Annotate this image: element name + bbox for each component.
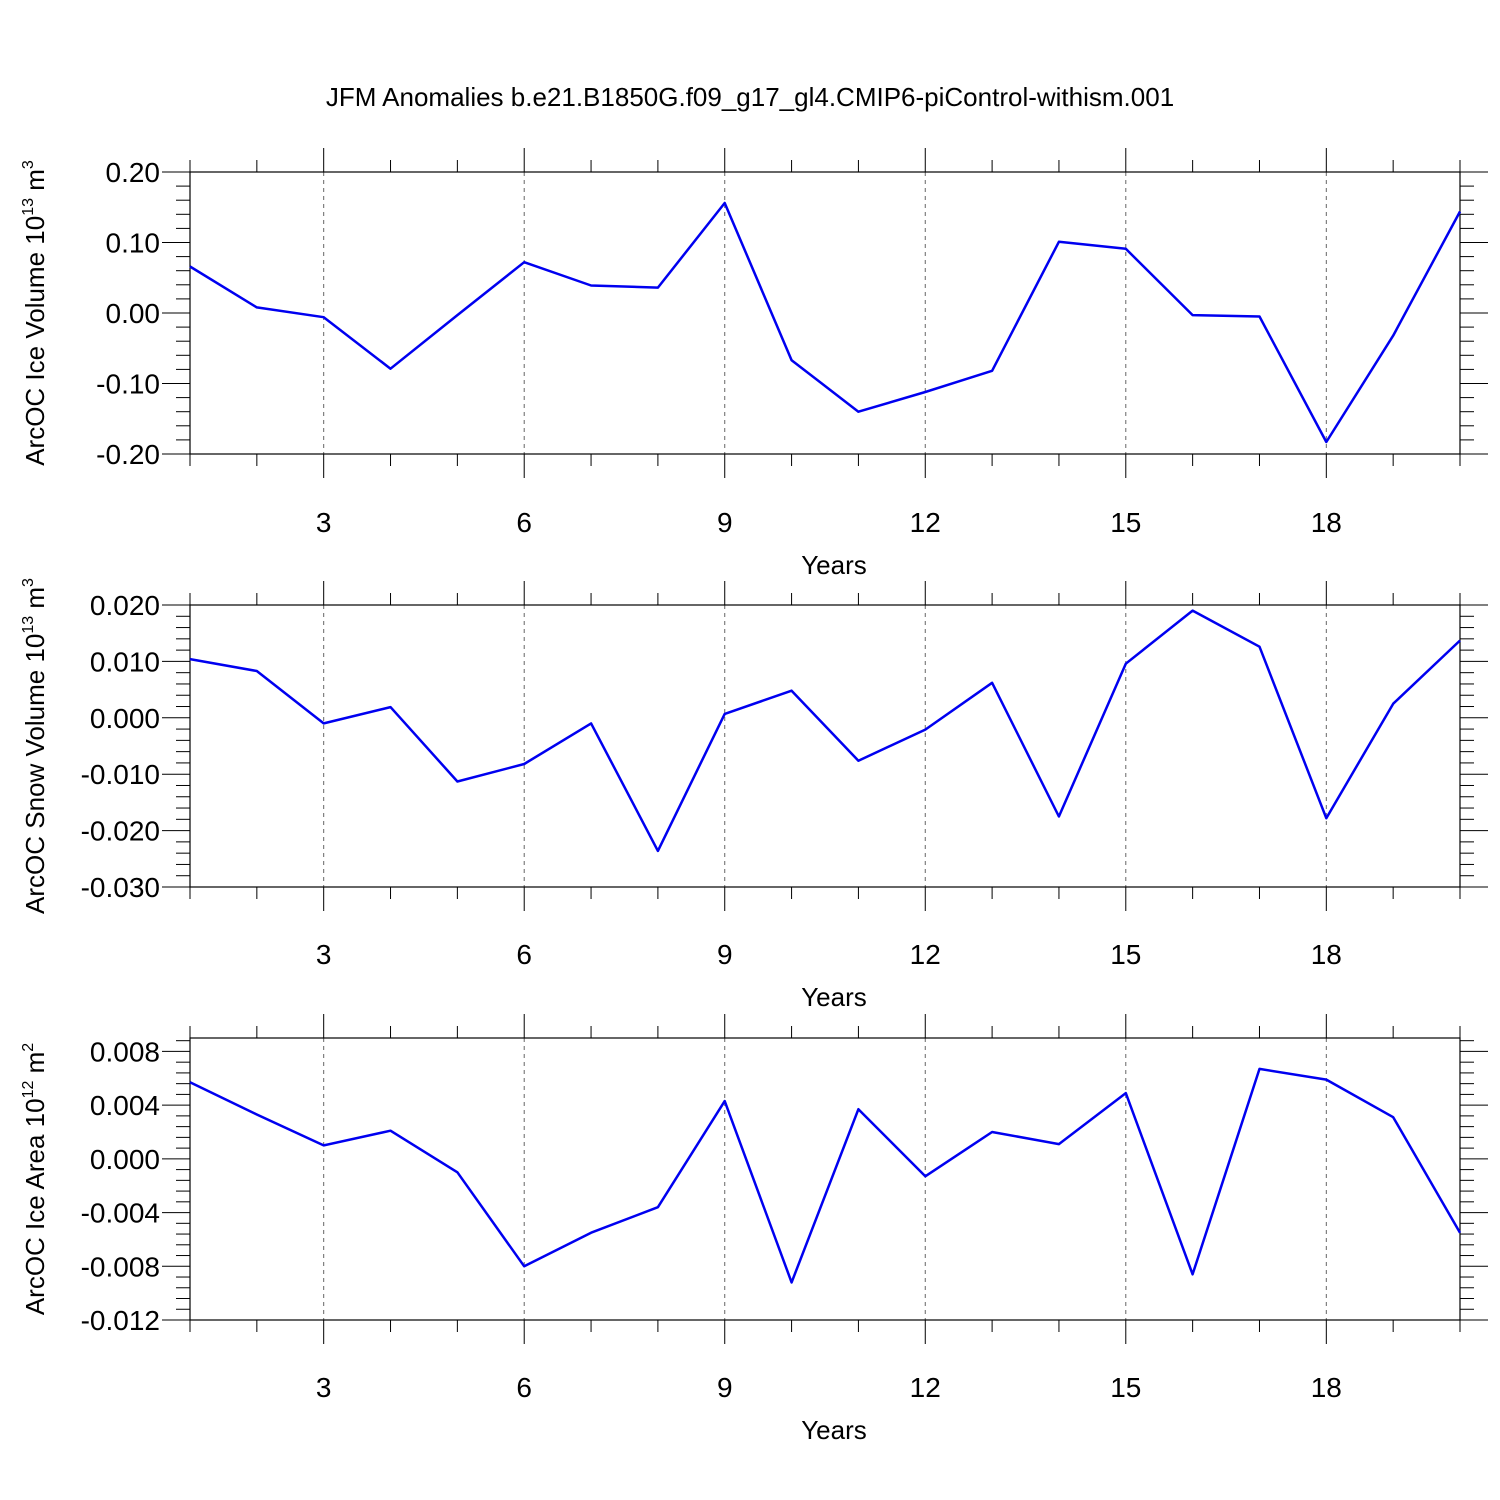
x-tick-label: 9 <box>717 507 733 538</box>
x-tick-label: 9 <box>717 1372 733 1403</box>
x-tick-label: 3 <box>316 939 332 970</box>
x-tick-label: 3 <box>316 1372 332 1403</box>
y-tick-label: -0.008 <box>81 1251 160 1282</box>
x-tick-label: 12 <box>910 939 941 970</box>
y-tick-label: 0.020 <box>90 590 160 621</box>
y-tick-label: -0.20 <box>96 439 160 470</box>
series-line-1 <box>189 609 1461 853</box>
x-axis-label: Years <box>801 1415 867 1445</box>
x-tick-label: 15 <box>1110 939 1141 970</box>
x-tick-label: 18 <box>1311 507 1342 538</box>
y-tick-label: -0.004 <box>81 1198 160 1229</box>
y-tick-label: 0.000 <box>90 703 160 734</box>
y-tick-label: 0.010 <box>90 646 160 677</box>
x-tick-label: 18 <box>1311 1372 1342 1403</box>
x-tick-label: 9 <box>717 939 733 970</box>
y-tick-label: 0.008 <box>90 1036 160 1067</box>
y-tick-label: 0.004 <box>90 1090 160 1121</box>
figure-title: JFM Anomalies b.e21.B1850G.f09_g17_gl4.C… <box>326 82 1174 112</box>
y-axis-label: ArcOC Snow Volume 1013 m3 <box>20 578 50 914</box>
panel-2: 3 6 9 12 15 18 0.020 0.010 0.000 -0.010 -0.020 -0.0… <box>20 578 1488 1012</box>
y-tick-label: -0.020 <box>81 816 160 847</box>
x-tick-label: 12 <box>910 507 941 538</box>
x-tick-label: 18 <box>1311 939 1342 970</box>
panel-3: 3 6 9 12 15 18 0.008 0.004 0.000 -0.004 -0.008 -0.0… <box>20 1014 1488 1445</box>
y-tick-label: -0.030 <box>81 872 160 903</box>
y-tick-label: 0.00 <box>106 298 161 329</box>
x-tick-label: 6 <box>516 939 532 970</box>
x-tick-label: 12 <box>910 1372 941 1403</box>
plot-frame <box>189 604 1461 888</box>
y-tick-label: 0.000 <box>90 1144 160 1175</box>
x-tick-label: 6 <box>516 1372 532 1403</box>
y-tick-label: -0.10 <box>96 369 160 400</box>
y-tick-label: 0.20 <box>106 157 161 188</box>
plot-frame <box>189 1037 1461 1321</box>
x-tick-label: 6 <box>516 507 532 538</box>
x-axis-label: Years <box>801 550 867 580</box>
x-tick-label: 3 <box>316 507 332 538</box>
x-tick-label: 15 <box>1110 1372 1141 1403</box>
y-tick-label: -0.012 <box>81 1305 160 1336</box>
x-tick-label: 15 <box>1110 507 1141 538</box>
series-line-1 <box>189 1067 1462 1284</box>
panels: 3 6 9 12 15 18 0.20 0.10 0.00 -0.10 -0.20 Years ArcO… <box>20 148 1488 1445</box>
panel-1: 3 6 9 12 15 18 0.20 0.10 0.00 -0.10 -0.20 Years ArcO… <box>20 148 1488 580</box>
y-axis-label: ArcOC Ice Volume 1013 m3 <box>20 160 50 466</box>
series-line-1 <box>189 201 1462 444</box>
y-axis-label: ArcOC Ice Area 1012 m2 <box>20 1043 50 1315</box>
y-tick-label: -0.010 <box>81 759 160 790</box>
y-tick-label: 0.10 <box>106 228 161 259</box>
x-axis-label: Years <box>801 982 867 1012</box>
